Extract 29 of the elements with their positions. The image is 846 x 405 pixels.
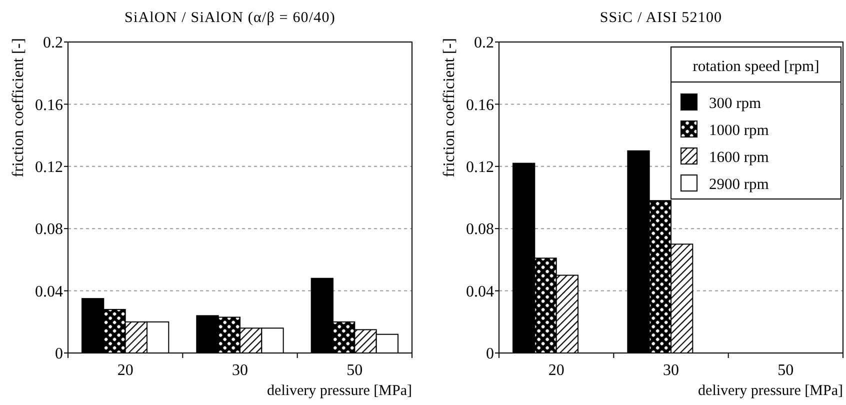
y-axis-title: friction coefficient [-] [10,38,27,178]
x-tick-label: 20 [548,362,564,379]
legend-label: 1000 rpm [709,122,769,139]
y-tick-label: 0.04 [466,283,494,300]
legend-title: rotation speed [rpm] [692,58,820,75]
chart-title: SiAlON / SiAlON (α/β = 60/40) [124,10,336,26]
x-tick-label: 20 [117,362,134,379]
legend-label: 1600 rpm [709,149,769,166]
x-tick-label: 50 [778,362,794,379]
y-tick-label: 0 [55,346,63,363]
chart-title: SSiC / AISI 52100 [600,10,722,26]
y-tick-label: 0.2 [474,34,494,52]
y-tick-label: 0.12 [35,159,63,176]
y-tick-label: 0.2 [43,34,63,52]
x-axis-title: delivery pressure [MPa] [267,383,412,399]
x-axis-title: delivery pressure [MPa] [698,383,843,399]
legend-label: 2900 rpm [709,176,769,193]
y-tick-label: 0.16 [466,96,494,114]
y-tick-label: 0.16 [35,96,63,114]
x-tick-label: 50 [346,362,363,379]
y-tick-label: 0 [486,346,494,363]
y-tick-label: 0.04 [35,283,63,300]
x-tick-label: 30 [232,362,248,379]
y-tick-label: 0.08 [466,221,494,238]
y-tick-label: 0.08 [35,221,63,238]
y-axis-title: friction coefficient [-] [441,38,458,178]
legend-label: 300 rpm [709,95,762,112]
x-tick-label: 30 [663,362,679,379]
y-tick-label: 0.12 [466,159,494,176]
